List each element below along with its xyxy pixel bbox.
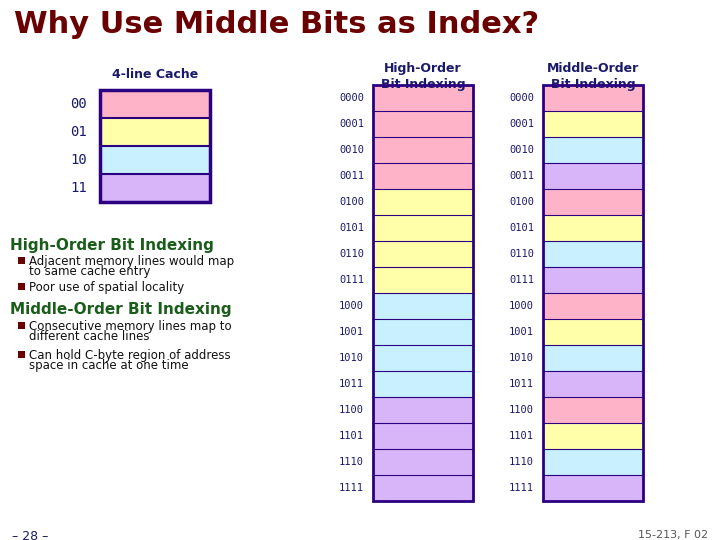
Text: 1001: 1001 — [339, 327, 364, 337]
Text: different cache lines: different cache lines — [29, 330, 150, 343]
Text: 1001: 1001 — [509, 327, 534, 337]
Text: Poor use of spatial locality: Poor use of spatial locality — [29, 281, 184, 294]
Text: 1000: 1000 — [509, 301, 534, 311]
Text: Why Use Middle Bits as Index?: Why Use Middle Bits as Index? — [14, 10, 539, 39]
Text: 0001: 0001 — [339, 119, 364, 129]
Bar — [373, 423, 473, 449]
Text: 0100: 0100 — [339, 197, 364, 207]
Bar — [373, 163, 473, 189]
Text: 01: 01 — [71, 125, 87, 139]
Text: 15-213, F 02: 15-213, F 02 — [638, 530, 708, 540]
Text: 0011: 0011 — [339, 171, 364, 181]
Bar — [373, 397, 473, 423]
Text: 0110: 0110 — [339, 249, 364, 259]
Bar — [373, 241, 473, 267]
Text: 0100: 0100 — [509, 197, 534, 207]
Text: – 28 –: – 28 – — [12, 530, 48, 540]
Bar — [543, 189, 643, 215]
Text: 1110: 1110 — [509, 457, 534, 467]
Bar — [543, 423, 643, 449]
Text: 1010: 1010 — [339, 353, 364, 363]
Bar — [100, 174, 210, 202]
Bar — [543, 85, 643, 111]
Text: 1010: 1010 — [509, 353, 534, 363]
Bar — [18, 257, 25, 264]
Bar — [100, 118, 210, 146]
Text: 10: 10 — [71, 153, 87, 167]
Bar — [373, 85, 473, 501]
Text: 0111: 0111 — [339, 275, 364, 285]
Bar — [543, 319, 643, 345]
Text: Middle-Order
Bit Indexing: Middle-Order Bit Indexing — [547, 62, 639, 91]
Text: 1100: 1100 — [339, 405, 364, 415]
Bar — [18, 322, 25, 329]
Bar — [543, 163, 643, 189]
Text: 0111: 0111 — [509, 275, 534, 285]
Bar — [373, 267, 473, 293]
Text: 0000: 0000 — [339, 93, 364, 103]
Text: 0011: 0011 — [509, 171, 534, 181]
Text: Can hold C-byte region of address: Can hold C-byte region of address — [29, 349, 230, 362]
Text: 1011: 1011 — [509, 379, 534, 389]
Bar — [100, 90, 210, 202]
Text: High-Order Bit Indexing: High-Order Bit Indexing — [10, 238, 214, 253]
Bar — [543, 241, 643, 267]
Bar — [543, 293, 643, 319]
Bar — [18, 283, 25, 290]
Bar — [543, 475, 643, 501]
Bar — [373, 189, 473, 215]
Text: 1100: 1100 — [509, 405, 534, 415]
Bar — [373, 345, 473, 371]
Bar — [543, 371, 643, 397]
Bar — [100, 146, 210, 174]
Text: 4-line Cache: 4-line Cache — [112, 68, 198, 81]
Text: 1011: 1011 — [339, 379, 364, 389]
Text: 1101: 1101 — [339, 431, 364, 441]
Bar — [543, 111, 643, 137]
Text: 0000: 0000 — [509, 93, 534, 103]
Text: 0010: 0010 — [509, 145, 534, 155]
Bar — [543, 85, 643, 501]
Text: Adjacent memory lines would map: Adjacent memory lines would map — [29, 255, 234, 268]
Text: High-Order
Bit Indexing: High-Order Bit Indexing — [381, 62, 465, 91]
Bar — [373, 111, 473, 137]
Bar — [543, 345, 643, 371]
Text: Consecutive memory lines map to: Consecutive memory lines map to — [29, 320, 232, 333]
Bar — [373, 449, 473, 475]
Bar — [373, 371, 473, 397]
Bar — [543, 449, 643, 475]
Text: Middle-Order Bit Indexing: Middle-Order Bit Indexing — [10, 302, 232, 317]
Bar — [373, 475, 473, 501]
Bar — [100, 90, 210, 118]
Bar — [373, 215, 473, 241]
Text: 1111: 1111 — [509, 483, 534, 493]
Text: 0010: 0010 — [339, 145, 364, 155]
Text: 0001: 0001 — [509, 119, 534, 129]
Text: 0101: 0101 — [509, 223, 534, 233]
Text: 0110: 0110 — [509, 249, 534, 259]
Bar — [18, 351, 25, 358]
Bar — [373, 85, 473, 111]
Text: 1111: 1111 — [339, 483, 364, 493]
Bar — [543, 267, 643, 293]
Text: 00: 00 — [71, 97, 87, 111]
Bar — [543, 397, 643, 423]
Bar — [543, 215, 643, 241]
Text: 1101: 1101 — [509, 431, 534, 441]
Text: 1000: 1000 — [339, 301, 364, 311]
Bar — [373, 319, 473, 345]
Text: to same cache entry: to same cache entry — [29, 266, 150, 279]
Text: space in cache at one time: space in cache at one time — [29, 360, 189, 373]
Text: 11: 11 — [71, 181, 87, 195]
Bar — [373, 293, 473, 319]
Bar — [543, 137, 643, 163]
Text: 1110: 1110 — [339, 457, 364, 467]
Bar — [373, 137, 473, 163]
Text: 0101: 0101 — [339, 223, 364, 233]
